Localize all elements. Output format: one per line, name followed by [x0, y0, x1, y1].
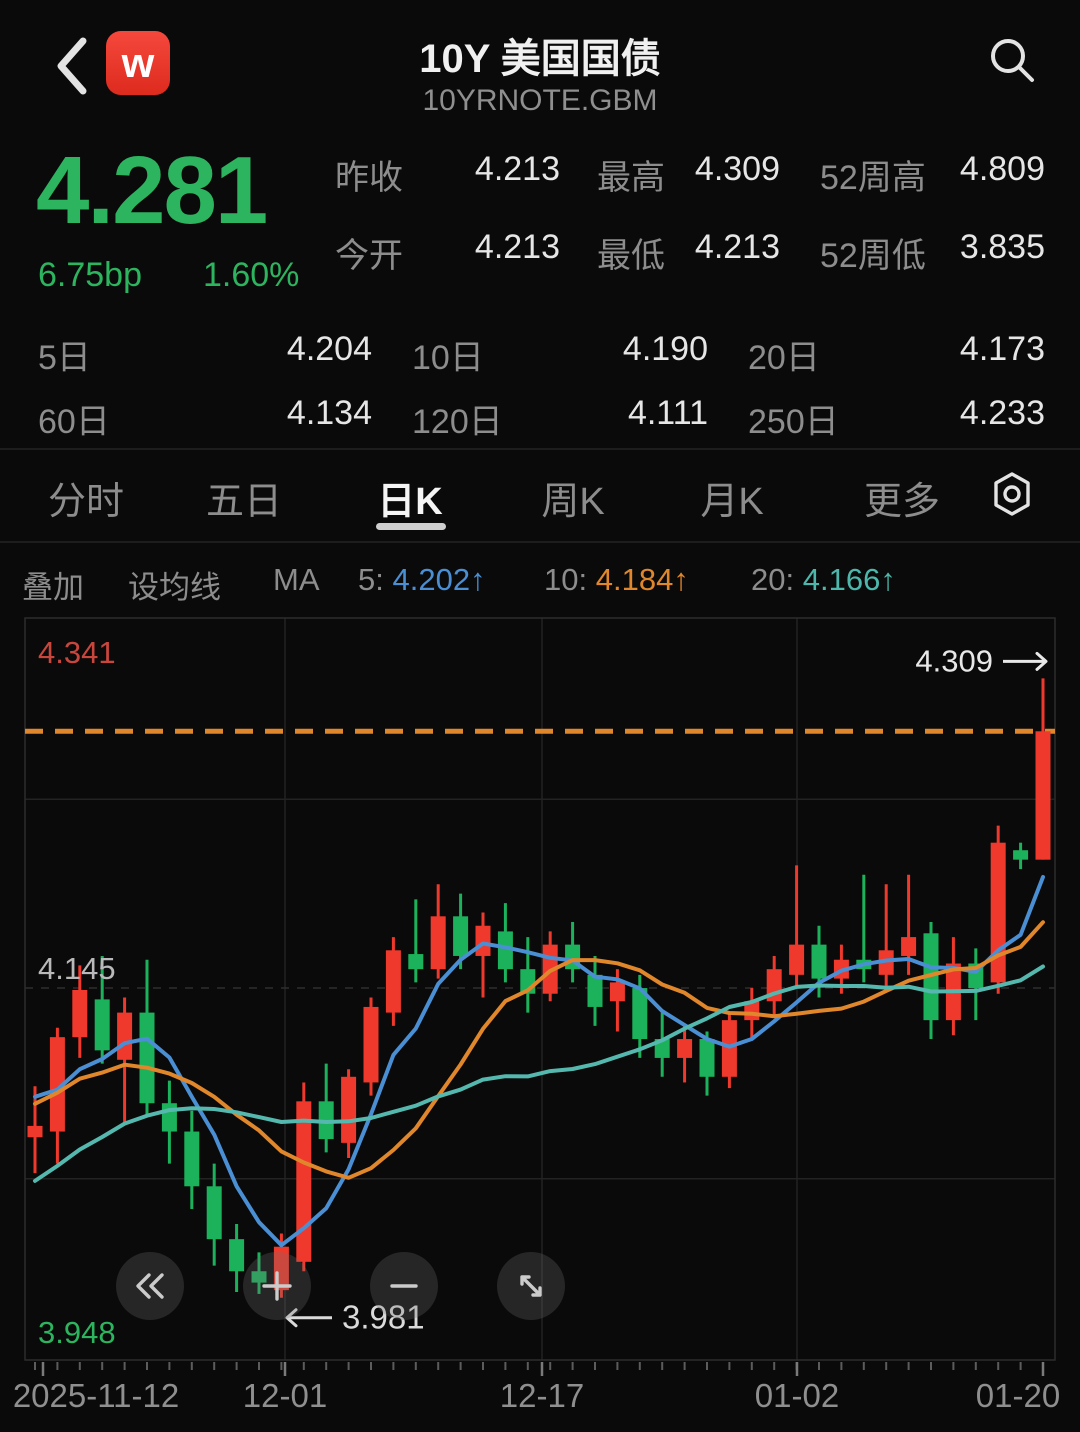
- ma-stat-value: 4.190: [622, 330, 708, 368]
- change-pct: 1.60%: [203, 256, 300, 294]
- ma-indicator-label[interactable]: MA: [273, 562, 320, 597]
- svg-text:3.981: 3.981: [342, 1299, 425, 1336]
- ma-stat-label: 120日: [412, 403, 503, 441]
- tab-minute[interactable]: 分时: [47, 481, 125, 523]
- back-button[interactable]: [44, 30, 100, 102]
- page-title: 10Y 美国国债: [419, 37, 661, 81]
- expand-icon: [520, 1275, 542, 1297]
- ma-stat-value: 4.173: [959, 330, 1045, 368]
- svg-text:01-02: 01-02: [755, 1377, 839, 1414]
- ma-stat-label: 10日: [412, 339, 484, 377]
- minus-icon: [390, 1284, 418, 1288]
- ma-stat-label: 5日: [38, 339, 91, 377]
- candlestick-chart[interactable]: 4.341 4.145 3.948 4.309 3.981 2025-11-12 12-01…: [0, 615, 1080, 1432]
- instrument-code: 10YRNOTE.GBM: [422, 84, 658, 117]
- svg-text:4.341: 4.341: [38, 635, 116, 670]
- ma-stat-value: 4.204: [286, 330, 372, 368]
- stat-value: 4.809: [959, 150, 1045, 188]
- search-icon: [991, 39, 1034, 82]
- ma-stat-value: 4.134: [286, 394, 372, 432]
- last-price: 4.281: [36, 137, 268, 244]
- scroll-back-button[interactable]: [116, 1252, 184, 1320]
- svg-text:12-17: 12-17: [500, 1377, 584, 1414]
- stat-label: 52周高: [820, 159, 926, 197]
- zoom-in-button[interactable]: [243, 1252, 311, 1320]
- plus-icon: [262, 1271, 292, 1301]
- ma-stat-value: 4.233: [959, 394, 1045, 432]
- wind-app-logo: w: [106, 31, 170, 95]
- tab-more[interactable]: 更多: [863, 481, 941, 523]
- stat-label: 昨收: [335, 159, 403, 197]
- overlay-button[interactable]: 叠加: [22, 570, 84, 605]
- change-bp: 6.75bp: [38, 256, 142, 294]
- stat-value: 4.213: [474, 228, 560, 266]
- tab-weekly-k[interactable]: 周K: [541, 481, 605, 523]
- svg-text:2025-11-12: 2025-11-12: [13, 1377, 179, 1414]
- search-button[interactable]: [980, 28, 1044, 92]
- stat-label: 52周低: [820, 237, 926, 275]
- svg-text:3.948: 3.948: [38, 1315, 116, 1350]
- ma-stat-label: 20日: [748, 339, 820, 377]
- tab-5day[interactable]: 五日: [205, 481, 283, 523]
- set-ma-button[interactable]: 设均线: [128, 570, 221, 605]
- ma-stat-value: 4.111: [627, 394, 708, 432]
- up-arrow-icon: ↑: [470, 562, 486, 597]
- ma5-readout: 5: 4.202↑: [358, 562, 486, 597]
- stat-value: 4.213: [694, 228, 780, 266]
- gear-icon: [994, 472, 1030, 516]
- tab-daily-k[interactable]: 日K: [377, 481, 443, 523]
- stat-value: 3.835: [959, 228, 1045, 266]
- svg-text:4.145: 4.145: [38, 951, 116, 986]
- chart-settings-button[interactable]: [986, 466, 1038, 522]
- stat-label: 今开: [335, 237, 403, 275]
- ma10-readout: 10: 4.184↑: [544, 562, 689, 597]
- up-arrow-icon: ↑: [880, 562, 896, 597]
- active-tab-underline: [376, 523, 446, 530]
- tab-monthly-k[interactable]: 月K: [700, 481, 764, 523]
- ma-stat-label: 250日: [748, 403, 839, 441]
- svg-text:12-01: 12-01: [243, 1377, 327, 1414]
- expand-button[interactable]: [497, 1252, 565, 1320]
- zoom-out-button[interactable]: [370, 1252, 438, 1320]
- stat-label: 最高: [597, 159, 665, 197]
- svg-text:01-20: 01-20: [976, 1377, 1060, 1414]
- up-arrow-icon: ↑: [673, 562, 689, 597]
- stat-label: 最低: [597, 237, 665, 275]
- rewind-icon: [136, 1273, 164, 1299]
- ma-stat-label: 60日: [38, 403, 110, 441]
- stat-value: 4.213: [474, 150, 560, 188]
- ma20-readout: 20: 4.166↑: [751, 562, 896, 597]
- stat-value: 4.309: [694, 150, 780, 188]
- back-chevron-icon: [57, 37, 87, 95]
- svg-text:4.309: 4.309: [915, 643, 993, 678]
